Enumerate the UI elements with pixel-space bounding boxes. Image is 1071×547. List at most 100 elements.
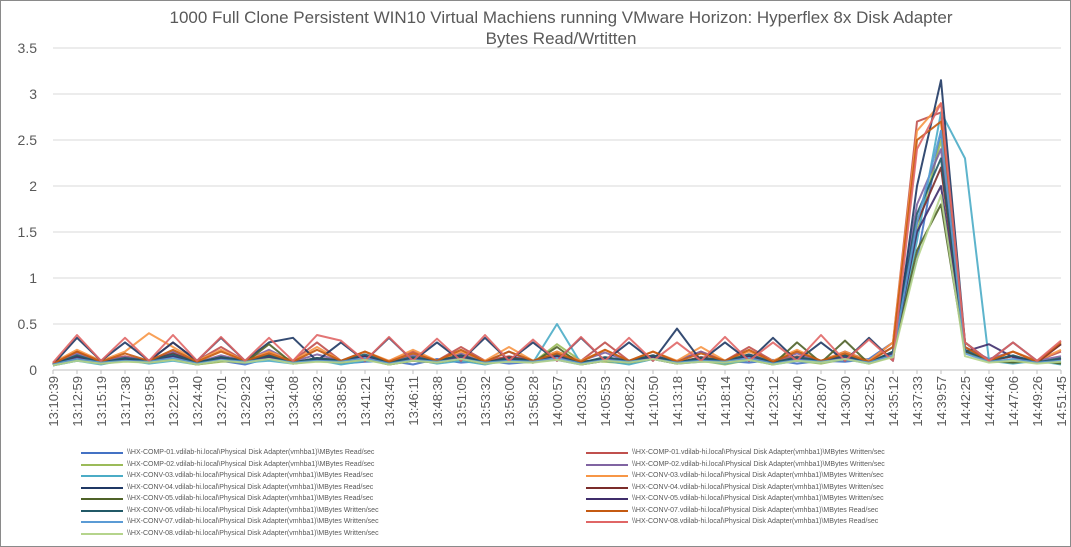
x-tick-label-37: 14:39:57 xyxy=(934,376,949,427)
x-tick-label-6: 13:24:40 xyxy=(190,376,205,427)
x-tick-label-15: 13:46:11 xyxy=(406,376,421,426)
legend-item: \\HX-COMP-01.vdilab-hi.local\Physical Di… xyxy=(586,449,885,457)
x-tick-label-11: 13:36:32 xyxy=(310,376,325,427)
legend-label: \\HX-CONV-08.vdilab-hi.local\Physical Di… xyxy=(632,518,879,525)
y-tick-label-1: 0.5 xyxy=(18,316,38,332)
x-tick-label-21: 14:00:57 xyxy=(550,376,565,427)
legend-item: \\HX-CONV-04.vdilab-hi.local\Physical Di… xyxy=(81,484,373,492)
legend-item: \\HX-CONV-05.vdilab-hi.local\Physical Di… xyxy=(81,495,373,503)
plot-area: 0 0.5 1 1.5 2 2.5 3 3.5 13:10:39 13:12:59 13:15:19… xyxy=(18,40,1069,427)
legend-label: \\HX-CONV-05.vdilab-hi.local\Physical Di… xyxy=(632,495,884,502)
x-tick-label-24: 14:08:22 xyxy=(622,376,637,427)
x-tick-label-2: 13:15:19 xyxy=(94,376,109,427)
x-tick-label-1: 13:12:59 xyxy=(70,376,85,427)
legend-swatch xyxy=(586,509,628,512)
legend-swatch xyxy=(586,486,628,489)
x-tick-label-5: 13:22:19 xyxy=(166,376,181,427)
series-line-14 xyxy=(52,194,1062,367)
legend-label: \\HX-CONV-08.vdilab-hi.local\Physical Di… xyxy=(127,529,379,537)
y-tick-label-3: 1.5 xyxy=(18,224,38,240)
legend-item: \\HX-CONV-07.vdilab-hi.local\Physical Di… xyxy=(586,507,878,515)
legend-label: \\HX-COMP-01.vdilab-hi.local\Physical Di… xyxy=(127,449,375,456)
x-tick-label-28: 14:18:14 xyxy=(718,376,733,427)
legend-swatch xyxy=(586,475,628,477)
x-tick-label-7: 13:27:01 xyxy=(214,376,229,427)
legend-swatch xyxy=(81,475,123,477)
x-tick-label-33: 14:30:30 xyxy=(838,376,853,427)
x-tick-label-10: 13:34:08 xyxy=(286,376,301,427)
series-line-11 xyxy=(52,120,1062,365)
legend-item: \\HX-CONV-08.vdilab-hi.local\Physical Di… xyxy=(81,530,379,538)
x-tick-label-17: 13:51:05 xyxy=(454,376,469,427)
legend-item: \\HX-CONV-04.vdilab-hi.local\Physical Di… xyxy=(586,484,884,492)
legend-label: \\HX-CONV-07.vdilab-hi.local\Physical Di… xyxy=(632,506,879,514)
x-tick-label-3: 13:17:38 xyxy=(118,376,133,427)
x-tick-label-39: 14:44:46 xyxy=(982,376,997,427)
x-tick-label-4: 13:19:58 xyxy=(142,376,157,427)
x-tick-label-20: 13:58:28 xyxy=(526,376,541,427)
legend-item: \\HX-CONV-03.vdilab-hi.local\Physical Di… xyxy=(81,472,373,480)
legend-swatch xyxy=(586,521,628,523)
x-tick-label-14: 13:43:45 xyxy=(382,376,397,427)
legend-label: \\HX-CONV-04.vdilab-hi.local\Physical Di… xyxy=(632,483,884,491)
y-tick-label-7: 3.5 xyxy=(18,40,38,56)
x-tick-label-40: 14:47:06 xyxy=(1006,376,1021,427)
x-tick-label-18: 13:53:32 xyxy=(478,376,493,427)
x-tick-label-25: 14:10:50 xyxy=(646,376,661,427)
legend-swatch xyxy=(586,452,628,454)
y-tick-label-0: 0 xyxy=(29,362,37,378)
legend-item: \\HX-CONV-08.vdilab-hi.local\Physical Di… xyxy=(586,518,878,526)
legend-item: \\HX-CONV-03.vdilab-hi.local\Physical Di… xyxy=(586,472,884,480)
legend-label: \\HX-CONV-07.vdilab-hi.local\Physical Di… xyxy=(127,518,379,525)
legend-label: \\HX-CONV-03.vdilab-hi.local\Physical Di… xyxy=(127,472,374,479)
chart-title-line-1: 1000 Full Clone Persistent WIN10 Virtual… xyxy=(169,8,953,27)
y-tick-label-4: 2 xyxy=(29,178,37,194)
x-tick-label-16: 13:48:38 xyxy=(430,376,445,427)
legend-label: \\HX-COMP-02.vdilab-hi.local\Physical Di… xyxy=(127,460,375,468)
x-tick-label-34: 14:32:52 xyxy=(862,376,877,427)
legend-swatch xyxy=(586,498,628,500)
legend-swatch xyxy=(586,463,628,466)
x-tick-label-9: 13:31:46 xyxy=(262,376,277,427)
legend-swatch xyxy=(81,532,123,535)
x-tick-label-8: 13:29:23 xyxy=(238,376,253,427)
x-tick-label-35: 14:35:12 xyxy=(886,376,901,427)
x-tick-label-23: 14:05:53 xyxy=(598,376,613,427)
legend: \\HX-COMP-01.vdilab-hi.local\Physical Di… xyxy=(61,449,1061,543)
x-tick-label-32: 14:28:07 xyxy=(814,376,829,427)
x-tick-label-30: 14:23:12 xyxy=(766,376,781,427)
x-tick-label-36: 14:37:33 xyxy=(910,376,925,427)
x-tick-label-29: 14:20:43 xyxy=(742,376,757,427)
legend-label: \\HX-COMP-02.vdilab-hi.local\Physical Di… xyxy=(632,460,885,468)
x-tick-label-31: 14:25:40 xyxy=(790,376,805,427)
legend-label: \\HX-COMP-01.vdilab-hi.local\Physical Di… xyxy=(632,449,885,456)
chart-title-line-2: Bytes Read/Wrtitten xyxy=(485,29,637,48)
x-tick-label-13: 13:41:21 xyxy=(358,376,373,427)
legend-swatch xyxy=(81,498,123,500)
y-tick-label-6: 3 xyxy=(29,86,37,102)
legend-label: \\HX-CONV-03.vdilab-hi.local\Physical Di… xyxy=(632,472,884,479)
legend-swatch xyxy=(81,521,123,523)
y-tick-label-2: 1 xyxy=(29,270,37,286)
legend-label: \\HX-CONV-06.vdilab-hi.local\Physical Di… xyxy=(127,506,379,514)
legend-swatch xyxy=(81,486,123,489)
y-tick-label-5: 2.5 xyxy=(18,132,38,148)
legend-item: \\HX-COMP-01.vdilab-hi.local\Physical Di… xyxy=(81,449,374,457)
series-line-6 xyxy=(52,79,1062,366)
legend-swatch xyxy=(81,463,123,466)
x-tick-label-42: 14:51:45 xyxy=(1054,376,1069,427)
x-tick-label-38: 14:42:25 xyxy=(958,376,973,427)
legend-item: \\HX-COMP-02.vdilab-hi.local\Physical Di… xyxy=(586,461,885,469)
x-tick-label-12: 13:38:56 xyxy=(334,376,349,427)
legend-item: \\HX-COMP-02.vdilab-hi.local\Physical Di… xyxy=(81,461,374,469)
x-tick-label-22: 14:03:25 xyxy=(574,376,589,427)
legend-swatch xyxy=(81,509,123,512)
x-tick-label-27: 14:15:45 xyxy=(694,376,709,427)
legend-label: \\HX-CONV-05.vdilab-hi.local\Physical Di… xyxy=(127,495,374,502)
x-tick-label-19: 13:56:00 xyxy=(502,376,517,427)
legend-item: \\HX-CONV-07.vdilab-hi.local\Physical Di… xyxy=(81,518,379,526)
legend-swatch xyxy=(81,452,123,454)
x-tick-label-26: 14:13:18 xyxy=(670,376,685,427)
legend-label: \\HX-CONV-04.vdilab-hi.local\Physical Di… xyxy=(127,483,374,491)
